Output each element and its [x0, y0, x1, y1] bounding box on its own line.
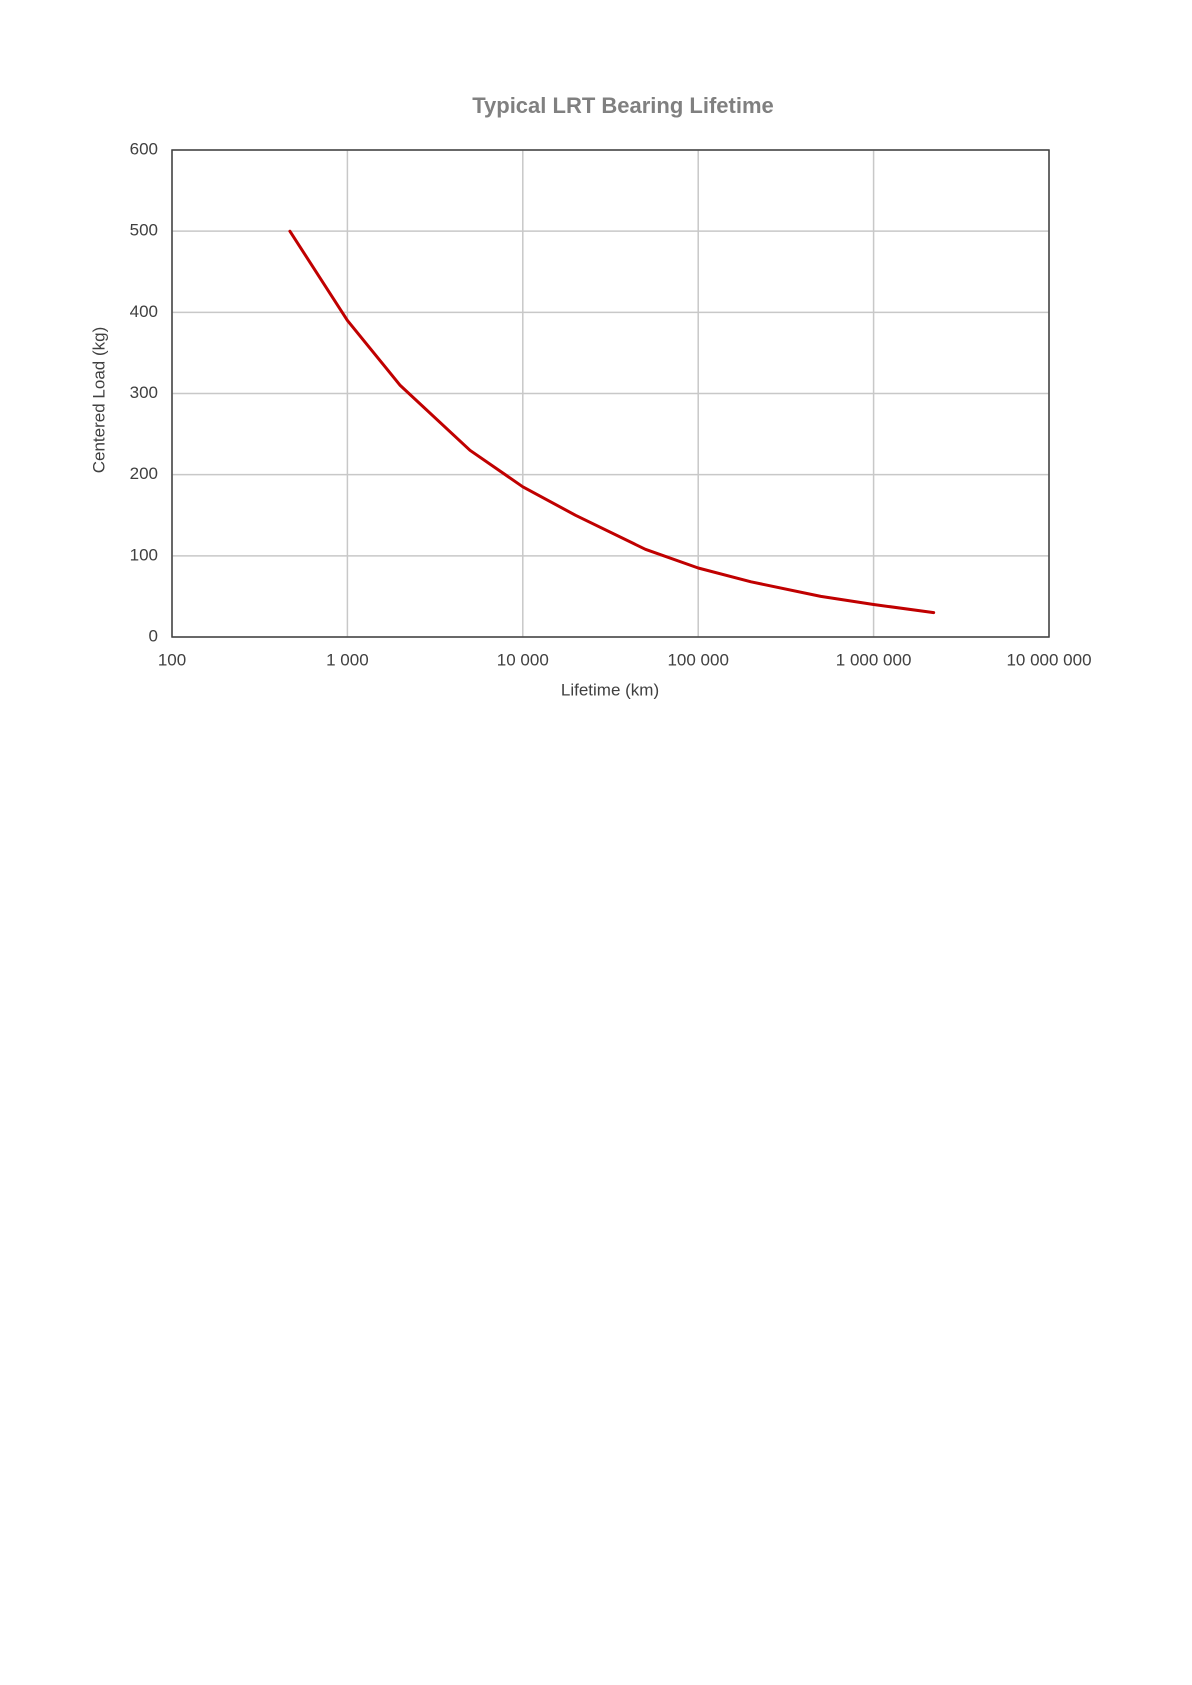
- x-tick-label: 1 000 000: [836, 650, 912, 669]
- plot-frame: [171, 149, 1050, 638]
- x-tick-label: 100: [158, 650, 186, 669]
- x-tick-label: 1 000: [326, 650, 369, 669]
- y-tick-label: 500: [130, 221, 158, 240]
- x-tick-label: 10 000 000: [1006, 650, 1091, 669]
- y-tick-label: 400: [130, 302, 158, 321]
- x-axis-title: Lifetime (km): [561, 680, 659, 699]
- data-line: [288, 229, 936, 615]
- y-tick-label: 200: [130, 464, 158, 483]
- y-tick-label: 0: [149, 626, 158, 645]
- x-tick-label: 100 000: [667, 650, 728, 669]
- y-tick-label: 100: [130, 545, 158, 564]
- y-tick-label: 600: [130, 139, 158, 158]
- y-axis-title: Centered Load (kg): [89, 327, 108, 473]
- x-tick-label: 10 000: [497, 650, 549, 669]
- y-tick-label: 300: [130, 383, 158, 402]
- chart-title: Typical LRT Bearing Lifetime: [472, 93, 774, 118]
